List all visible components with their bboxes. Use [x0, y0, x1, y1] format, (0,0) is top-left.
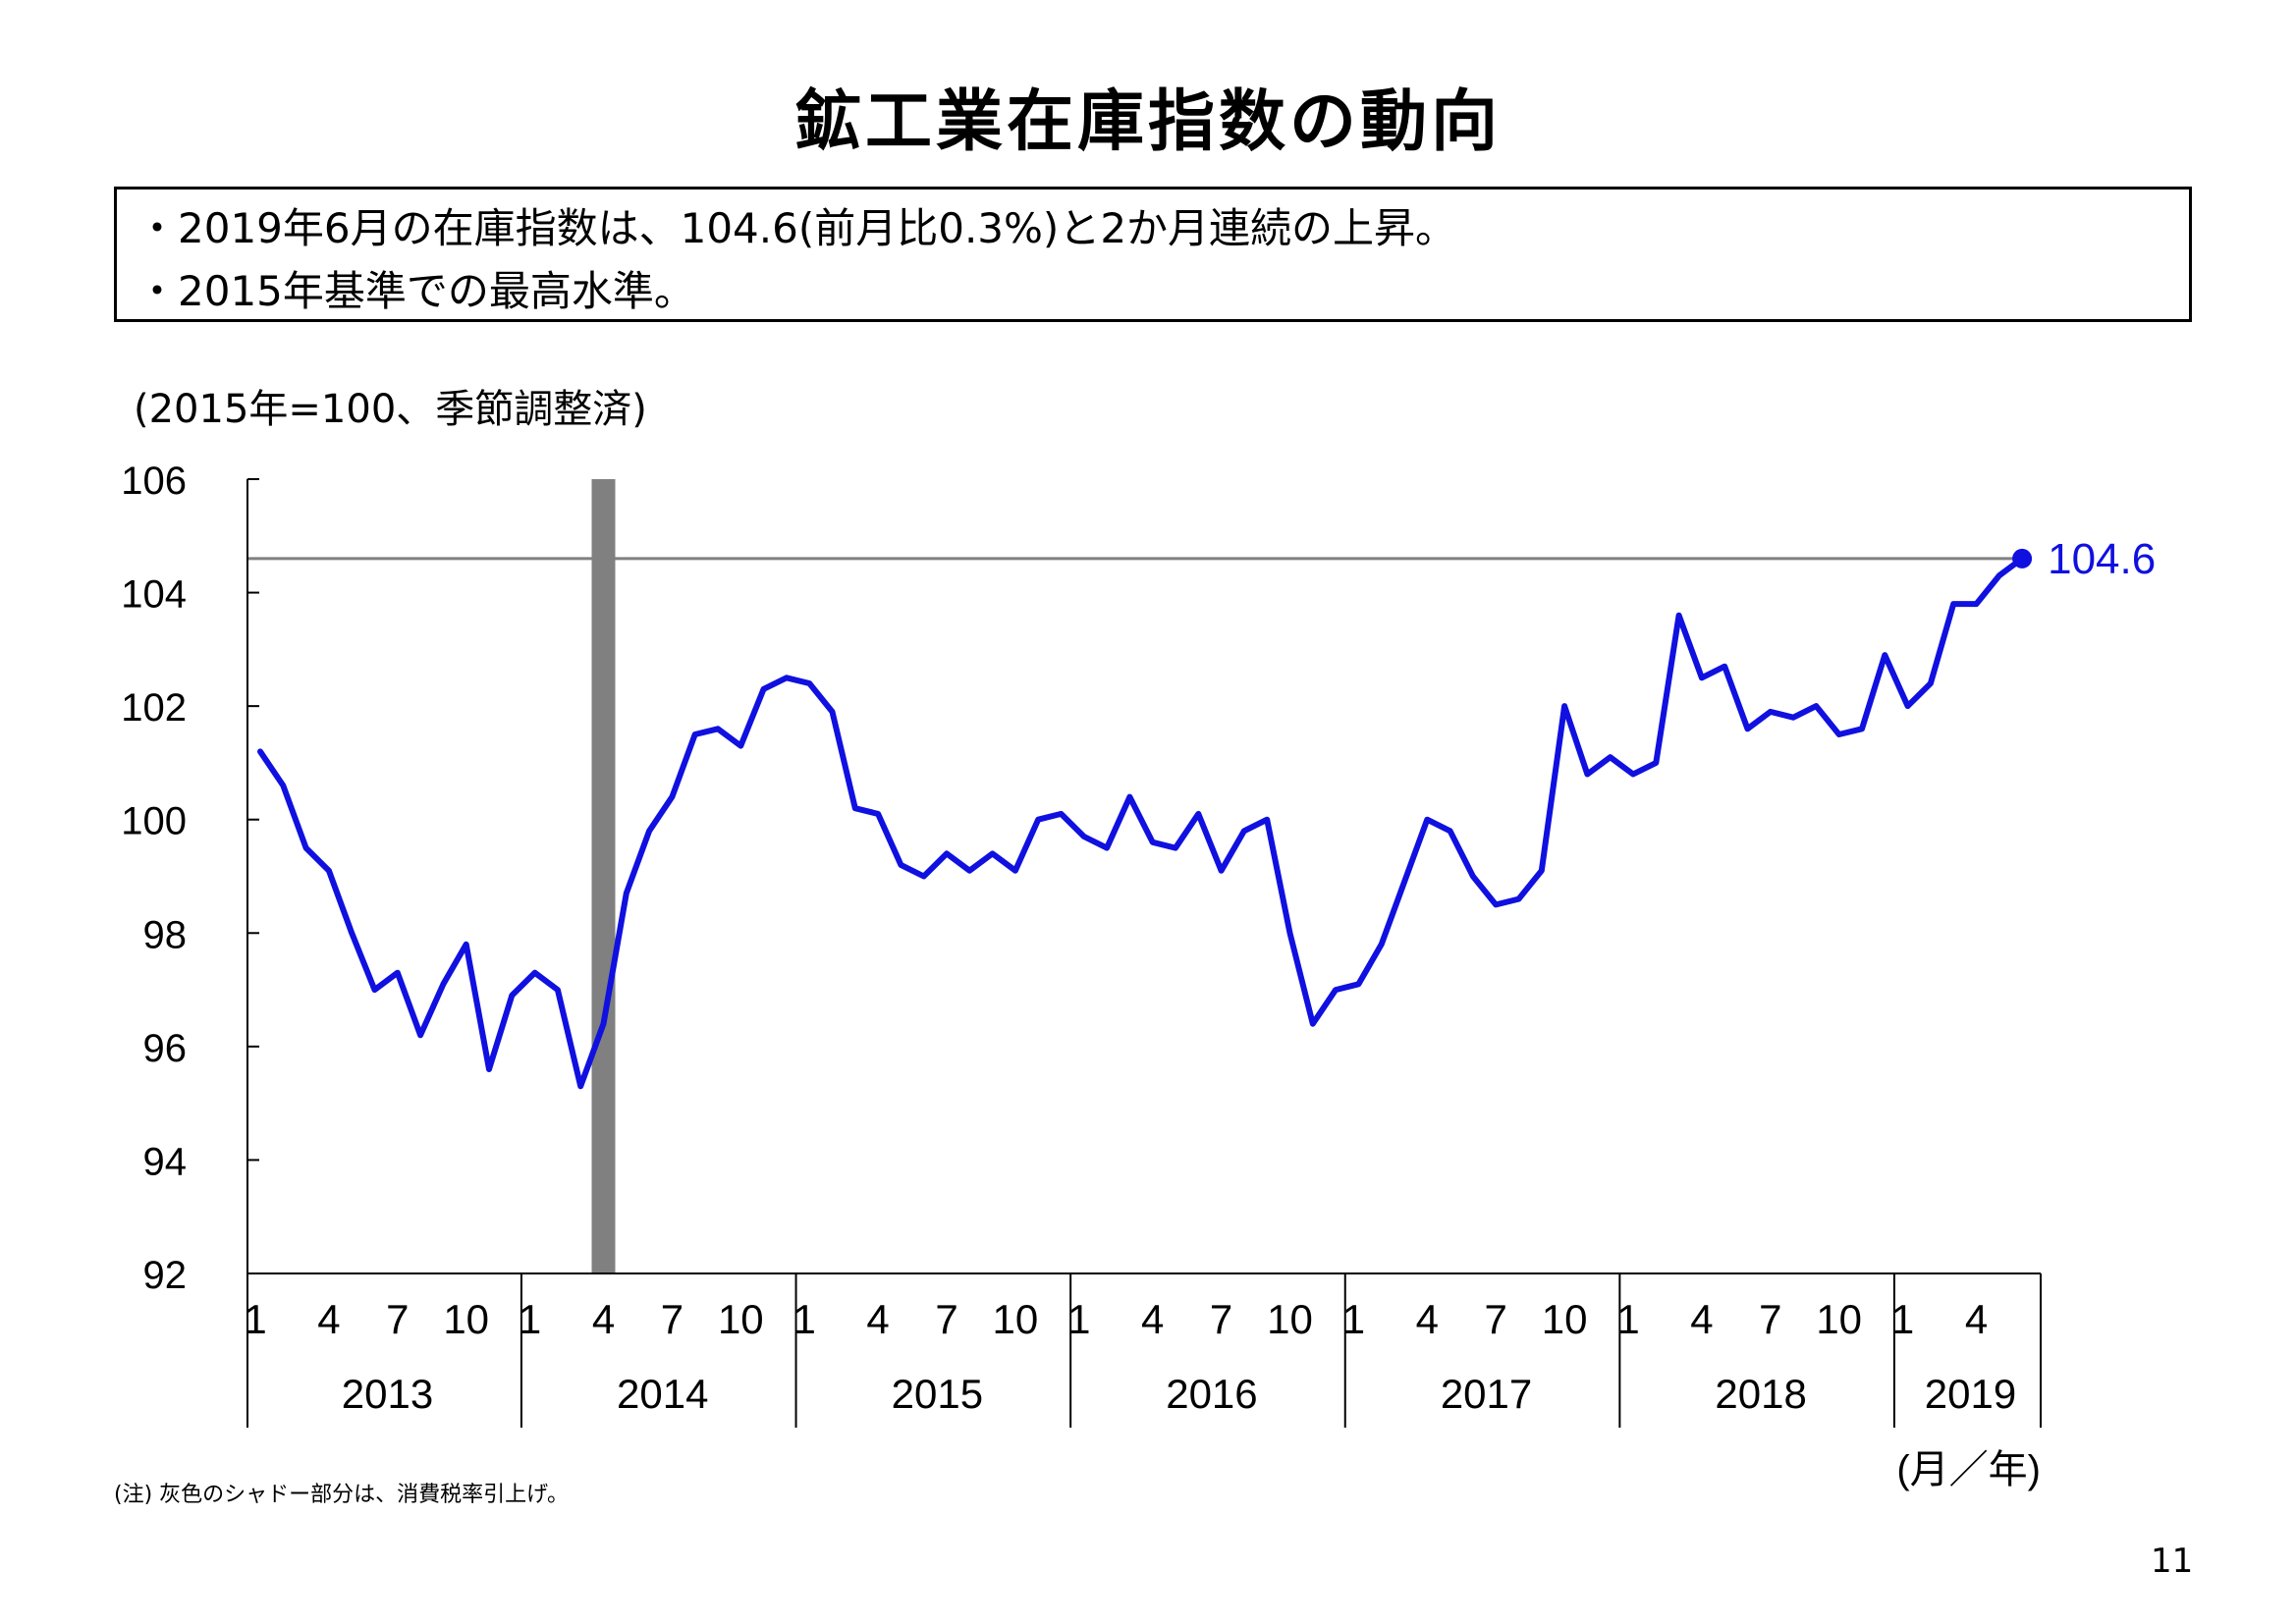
- month-tick-label: 1: [1891, 1296, 1914, 1342]
- x-axis-unit-label: (月／年): [1896, 1448, 2041, 1491]
- month-tick-label: 1: [1342, 1296, 1365, 1342]
- y-tick-label: 94: [143, 1140, 188, 1183]
- y-tick-label: 98: [143, 913, 188, 956]
- series-layer: [257, 548, 2033, 1090]
- unit-label: (2015年=100、季節調整済): [134, 387, 647, 432]
- month-tick-label: 4: [1690, 1296, 1713, 1342]
- year-label: 2017: [1441, 1371, 1532, 1417]
- y-tick-label: 100: [121, 800, 187, 843]
- year-label: 2018: [1715, 1371, 1806, 1417]
- latest-point-marker: [2012, 548, 2033, 568]
- year-label: 2016: [1166, 1371, 1257, 1417]
- month-tick-label: 1: [519, 1296, 541, 1342]
- summary-line-2: ・2015年基準での最高水準。: [137, 267, 695, 315]
- summary-line-1: ・2019年6月の在庫指数は、104.6(前月比0.3%)と2か月連続の上昇。: [137, 204, 1457, 252]
- month-tick-label: 7: [1759, 1296, 1781, 1342]
- month-tick-label: 4: [1141, 1296, 1164, 1342]
- month-tick-label: 7: [935, 1296, 957, 1342]
- y-ticks-layer: 92 94 96 98 100 102 104 106: [121, 460, 259, 1297]
- year-label: 2013: [342, 1371, 433, 1417]
- month-tick-label: 4: [317, 1296, 340, 1342]
- footnote: (注) 灰色のシャドー部分は、消費税率引上げ。: [114, 1483, 570, 1507]
- month-tick-label: 10: [718, 1296, 764, 1342]
- labels-layer: 104.6 (月／年): [1896, 535, 2156, 1491]
- month-tick-label: 7: [386, 1296, 409, 1342]
- month-tick-label: 4: [1416, 1296, 1439, 1342]
- month-tick-label: 10: [993, 1296, 1039, 1342]
- month-tick-label: 7: [1485, 1296, 1507, 1342]
- year-label: 2015: [892, 1371, 983, 1417]
- month-tick-label: 1: [1616, 1296, 1639, 1342]
- y-tick-label: 102: [121, 686, 187, 730]
- month-tick-label: 4: [1965, 1296, 1988, 1342]
- tax-hike-shade: [591, 479, 616, 1273]
- month-tick-label: 10: [1542, 1296, 1588, 1342]
- month-tick-label: 4: [592, 1296, 615, 1342]
- year-label: 2014: [617, 1371, 708, 1417]
- page-number: 11: [2151, 1542, 2194, 1581]
- summary-box: ・2019年6月の在庫指数は、104.6(前月比0.3%)と2か月連続の上昇。 …: [114, 187, 2192, 322]
- page-title: 鉱工業在庫指数の動向: [793, 83, 1502, 161]
- latest-value-label: 104.6: [2048, 535, 2156, 583]
- inventory-index-line: [257, 555, 2026, 1090]
- y-tick-label: 96: [143, 1027, 188, 1070]
- month-tick-label: 10: [443, 1296, 489, 1342]
- month-tick-label: 10: [1267, 1296, 1313, 1342]
- month-tick-label: 1: [793, 1296, 816, 1342]
- month-tick-label: 1: [1067, 1296, 1090, 1342]
- shade-layer: [591, 479, 616, 1273]
- y-tick-label: 92: [143, 1254, 188, 1297]
- month-tick-label: 10: [1816, 1296, 1862, 1342]
- month-tick-label: 4: [866, 1296, 889, 1342]
- month-tick-label: 7: [1210, 1296, 1232, 1342]
- month-tick-label: 7: [661, 1296, 683, 1342]
- y-tick-label: 106: [121, 460, 187, 503]
- month-tick-label: 1: [244, 1296, 266, 1342]
- y-tick-label: 104: [121, 573, 187, 617]
- year-label: 2019: [1925, 1371, 2016, 1417]
- axes-layer: [246, 479, 2041, 1274]
